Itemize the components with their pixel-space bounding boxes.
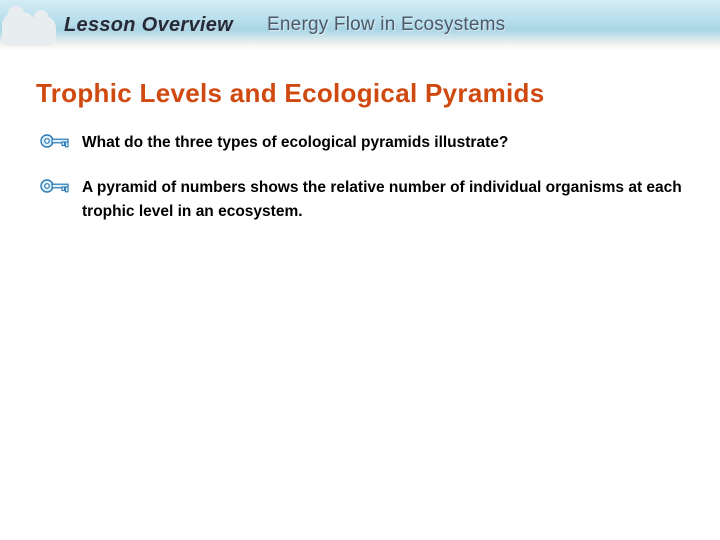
bullet-text: What do the three types of ecological py… xyxy=(82,131,508,154)
polar-bear-graphic xyxy=(0,0,70,50)
slide-content: Trophic Levels and Ecological Pyramids W… xyxy=(0,50,720,223)
lesson-overview-label: Lesson Overview xyxy=(64,14,233,37)
slide-header: Lesson Overview Energy Flow in Ecosystem… xyxy=(0,0,720,50)
bullet-row: What do the three types of ecological py… xyxy=(36,131,684,154)
topic-label: Energy Flow in Ecosystems xyxy=(267,14,505,36)
bullet-text: A pyramid of numbers shows the relative … xyxy=(82,176,684,223)
key-icon xyxy=(40,133,70,149)
section-title: Trophic Levels and Ecological Pyramids xyxy=(36,78,684,109)
bullet-row: A pyramid of numbers shows the relative … xyxy=(36,176,684,223)
key-icon xyxy=(40,178,70,194)
